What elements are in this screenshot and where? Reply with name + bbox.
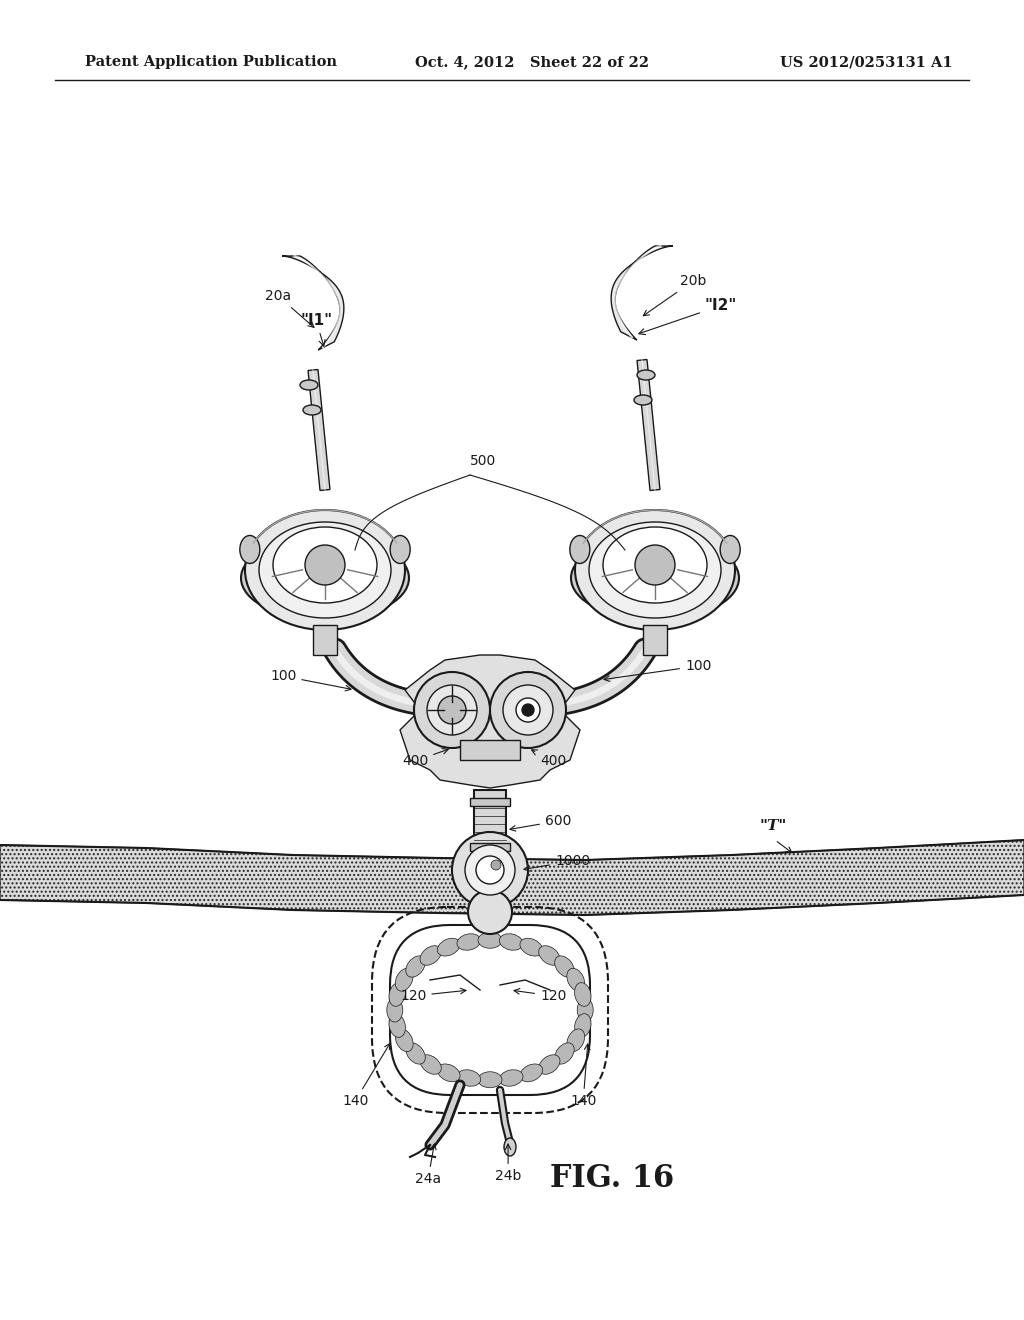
- Ellipse shape: [720, 536, 740, 564]
- Ellipse shape: [259, 521, 391, 618]
- Ellipse shape: [500, 933, 523, 950]
- Bar: [460, 741, 520, 760]
- Circle shape: [490, 861, 501, 870]
- Ellipse shape: [569, 536, 590, 564]
- Ellipse shape: [395, 969, 413, 991]
- Ellipse shape: [637, 370, 655, 380]
- Ellipse shape: [555, 1043, 574, 1064]
- Polygon shape: [637, 359, 660, 491]
- Bar: [643, 624, 667, 655]
- Ellipse shape: [539, 945, 560, 965]
- Ellipse shape: [634, 395, 652, 405]
- Circle shape: [414, 672, 490, 748]
- Polygon shape: [611, 246, 673, 341]
- Text: 120: 120: [514, 989, 566, 1003]
- Bar: [470, 843, 510, 851]
- Circle shape: [427, 685, 477, 735]
- Text: 140: 140: [570, 1044, 596, 1107]
- FancyBboxPatch shape: [390, 925, 590, 1096]
- Ellipse shape: [478, 932, 502, 948]
- Text: 400: 400: [402, 748, 449, 768]
- Ellipse shape: [504, 1138, 516, 1156]
- Ellipse shape: [457, 933, 480, 950]
- Ellipse shape: [520, 939, 543, 956]
- Ellipse shape: [395, 1028, 413, 1052]
- Circle shape: [490, 672, 566, 748]
- Ellipse shape: [387, 998, 402, 1022]
- Text: Patent Application Publication: Patent Application Publication: [85, 55, 337, 69]
- Circle shape: [468, 890, 512, 935]
- Ellipse shape: [571, 536, 739, 620]
- Text: 120: 120: [400, 989, 466, 1003]
- Ellipse shape: [539, 1055, 560, 1074]
- Ellipse shape: [589, 521, 721, 618]
- Ellipse shape: [574, 982, 591, 1006]
- Circle shape: [503, 685, 553, 735]
- Ellipse shape: [578, 998, 593, 1022]
- Circle shape: [465, 845, 515, 895]
- Ellipse shape: [567, 1028, 585, 1052]
- Text: "T": "T": [760, 818, 787, 833]
- Text: "I2": "I2": [639, 298, 737, 334]
- Polygon shape: [400, 655, 580, 788]
- Ellipse shape: [437, 939, 460, 956]
- Ellipse shape: [245, 510, 406, 630]
- Bar: [470, 857, 510, 865]
- Ellipse shape: [478, 1072, 502, 1088]
- Ellipse shape: [389, 1014, 406, 1038]
- Bar: [313, 624, 337, 655]
- Circle shape: [452, 832, 528, 908]
- Ellipse shape: [240, 536, 260, 564]
- Text: 400: 400: [531, 750, 566, 768]
- Text: Oct. 4, 2012   Sheet 22 of 22: Oct. 4, 2012 Sheet 22 of 22: [415, 55, 649, 69]
- Text: 1000: 1000: [524, 854, 590, 871]
- Circle shape: [635, 545, 675, 585]
- Ellipse shape: [437, 1064, 460, 1081]
- Ellipse shape: [603, 527, 707, 603]
- Ellipse shape: [390, 536, 411, 564]
- Circle shape: [438, 696, 466, 723]
- Circle shape: [476, 855, 504, 884]
- Ellipse shape: [273, 527, 377, 603]
- Text: FIG. 16: FIG. 16: [550, 1163, 675, 1195]
- Ellipse shape: [389, 982, 406, 1006]
- Ellipse shape: [303, 405, 321, 414]
- Text: 20a: 20a: [265, 289, 314, 327]
- Ellipse shape: [555, 956, 574, 977]
- Ellipse shape: [241, 536, 409, 620]
- Ellipse shape: [406, 956, 425, 977]
- Text: 500: 500: [470, 454, 497, 469]
- Polygon shape: [0, 840, 1024, 915]
- Circle shape: [522, 704, 534, 715]
- Text: 140: 140: [342, 1043, 390, 1107]
- Circle shape: [305, 545, 345, 585]
- Ellipse shape: [457, 1069, 480, 1086]
- Text: 100: 100: [604, 659, 712, 681]
- Text: 24a: 24a: [415, 1144, 441, 1185]
- Text: 20b: 20b: [643, 275, 707, 315]
- Text: 100: 100: [270, 669, 351, 690]
- Ellipse shape: [420, 1055, 441, 1074]
- Text: "I1": "I1": [300, 313, 332, 346]
- Polygon shape: [282, 256, 344, 350]
- Bar: [470, 799, 510, 807]
- Bar: [474, 789, 506, 845]
- Ellipse shape: [567, 969, 585, 991]
- Text: 24b: 24b: [495, 1144, 521, 1183]
- Circle shape: [516, 698, 540, 722]
- Polygon shape: [308, 370, 330, 491]
- Text: US 2012/0253131 A1: US 2012/0253131 A1: [780, 55, 952, 69]
- Ellipse shape: [520, 1064, 543, 1081]
- Text: 600: 600: [510, 814, 571, 832]
- Ellipse shape: [300, 380, 318, 389]
- Ellipse shape: [420, 945, 441, 965]
- Ellipse shape: [575, 510, 735, 630]
- Ellipse shape: [500, 1069, 523, 1086]
- Ellipse shape: [406, 1043, 425, 1064]
- Ellipse shape: [574, 1014, 591, 1038]
